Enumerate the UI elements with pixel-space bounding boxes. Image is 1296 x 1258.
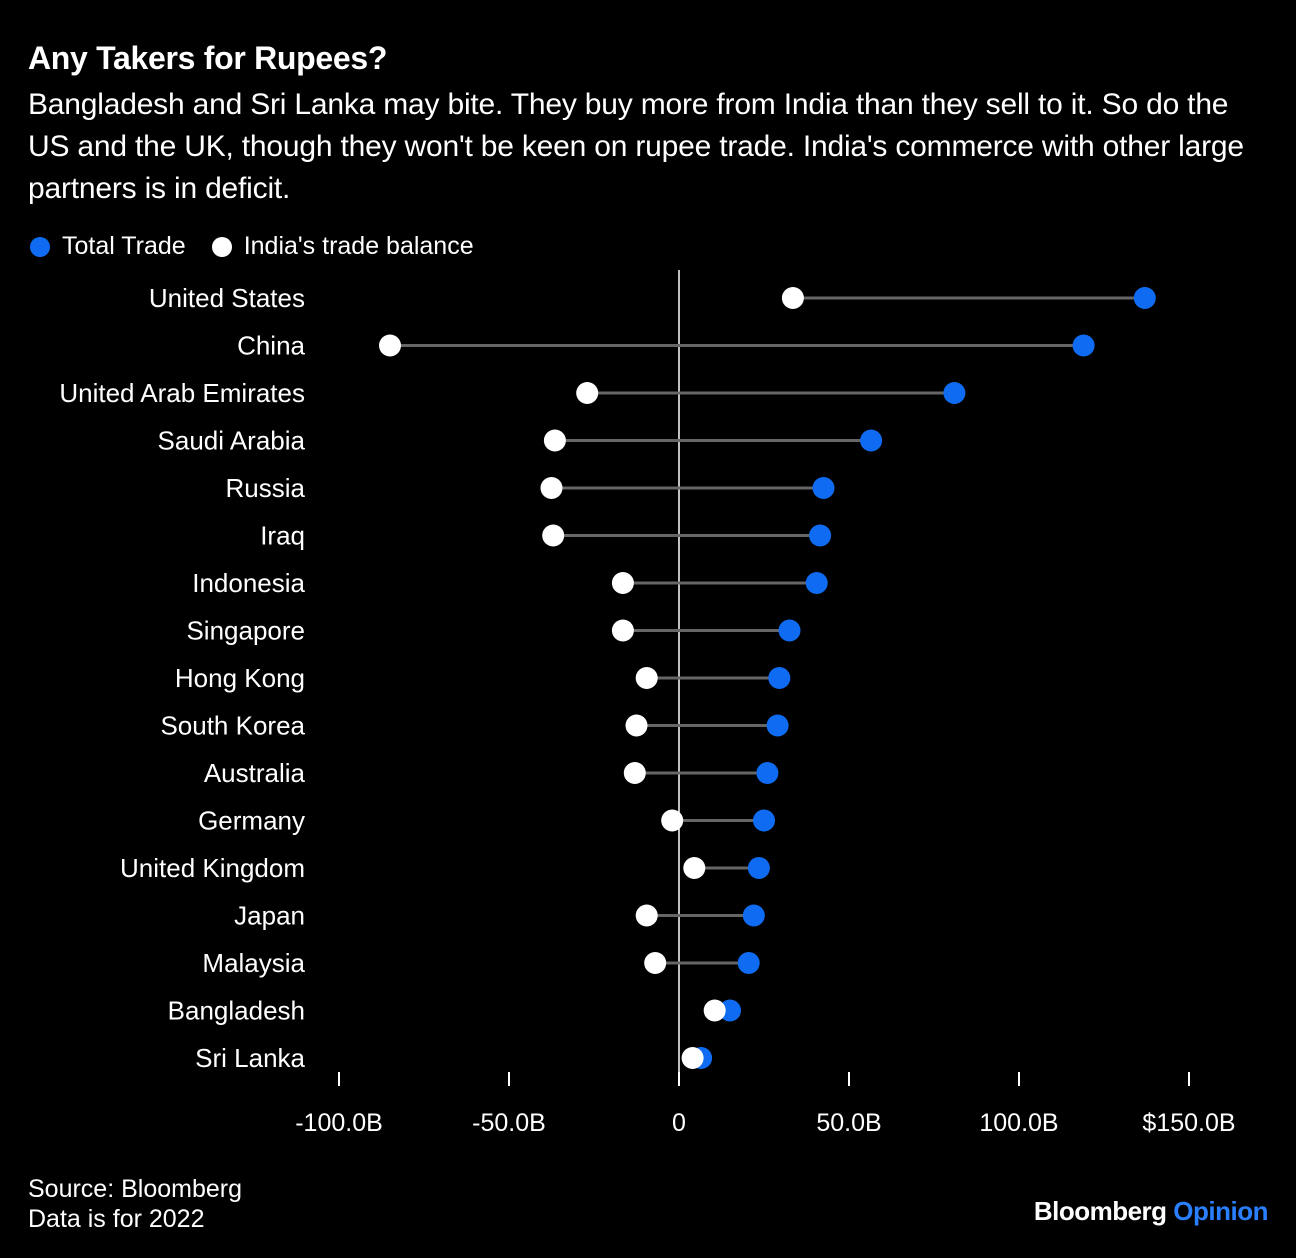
total-trade-point-australia	[756, 762, 779, 784]
legend: Total Trade India's trade balance	[30, 232, 500, 261]
category-label-australia: Australia	[204, 758, 306, 788]
total-trade-point-united-kingdom	[747, 857, 770, 879]
total-trade-point-iraq	[809, 524, 832, 547]
total-trade-point-saudi-arabia	[860, 429, 883, 452]
trade-balance-point-united-states	[781, 287, 804, 309]
x-tick-label-2: 0	[672, 1109, 686, 1137]
legend-item-total-trade: Total Trade	[30, 232, 186, 261]
category-label-united-arab-emirates: United Arab Emirates	[59, 378, 305, 408]
category-label-iraq: Iraq	[260, 521, 305, 551]
category-label-united-states: United States	[149, 283, 305, 313]
source-text: Source: Bloomberg	[28, 1175, 243, 1203]
x-tick-label-3: 50.0B	[816, 1109, 881, 1137]
trade-balance-point-south-korea	[625, 714, 648, 737]
trade-balance-point-malaysia	[644, 952, 667, 974]
x-tick-label-0: -100.0B	[295, 1109, 383, 1137]
trade-balance-point-russia	[540, 477, 563, 499]
trade-balance-point-bangladesh	[703, 999, 726, 1022]
category-label-malaysia: Malaysia	[202, 948, 305, 978]
source-note: Source: Bloomberg Data is for 2022	[28, 1174, 242, 1234]
trade-balance-point-indonesia	[611, 572, 634, 594]
x-tick-label-1: -50.0B	[472, 1109, 546, 1137]
x-tick-label-4: 100.0B	[979, 1109, 1058, 1137]
category-label-germany: Germany	[198, 806, 305, 836]
chart-subtitle: Bangladesh and Sri Lanka may bite. They …	[28, 88, 1244, 205]
category-label-japan: Japan	[234, 901, 305, 931]
brand-logo: Bloomberg Opinion	[1033, 1196, 1269, 1227]
dot-plot-chart: -100.0B -50.0B 0 50.0B 100.0B $150.0B United S…	[59, 270, 1236, 1137]
brand-main: Bloomberg	[1033, 1196, 1167, 1226]
total-trade-point-russia	[812, 477, 835, 499]
trade-balance-point-iraq	[542, 524, 565, 547]
total-trade-point-bangladesh	[719, 999, 741, 1022]
category-label-russia: Russia	[226, 473, 306, 503]
category-label-bangladesh: Bangladesh	[168, 996, 305, 1026]
category-label-china: China	[237, 331, 305, 361]
total-trade-point-south-korea	[766, 714, 789, 737]
data-year-note: Data is for 2022	[28, 1205, 205, 1233]
total-trade-point-germany	[753, 809, 775, 832]
total-trade-point-united-states	[1133, 287, 1156, 309]
trade-balance-point-hong-kong	[635, 667, 658, 689]
legend-label-trade-balance: India's trade balance	[243, 232, 474, 260]
trade-balance-point-singapore	[611, 619, 634, 642]
category-label-hong-kong: Hong Kong	[175, 663, 305, 693]
chart-title: Any Takers for Rupees?	[28, 40, 388, 76]
legend-swatch-total-trade	[30, 236, 50, 257]
x-tick-label-5: $150.0B	[1142, 1109, 1235, 1137]
legend-label-total-trade: Total Trade	[62, 232, 186, 260]
category-label-singapore: Singapore	[186, 616, 305, 646]
category-label-sri-lanka: Sri Lanka	[195, 1043, 305, 1073]
category-label-south-korea: South Korea	[160, 711, 305, 741]
trade-balance-point-japan	[635, 904, 658, 927]
total-trade-point-malaysia	[737, 952, 760, 974]
legend-item-trade-balance: India's trade balance	[211, 232, 474, 261]
category-label-indonesia: Indonesia	[192, 568, 305, 598]
total-trade-point-united-arab-emirates	[943, 382, 966, 404]
total-trade-point-china	[1072, 334, 1095, 357]
category-label-united-kingdom: United Kingdom	[120, 853, 305, 883]
trade-balance-point-saudi-arabia	[543, 429, 566, 452]
legend-swatch-trade-balance	[211, 236, 232, 257]
total-trade-point-indonesia	[805, 572, 828, 594]
total-trade-point-singapore	[778, 619, 801, 642]
brand-accent: Opinion	[1173, 1196, 1268, 1226]
total-trade-point-hong-kong	[768, 667, 791, 689]
trade-balance-point-germany	[661, 809, 684, 832]
category-label-saudi-arabia: Saudi Arabia	[158, 426, 306, 456]
trade-balance-point-sri-lanka	[681, 1047, 704, 1069]
trade-balance-point-united-arab-emirates	[576, 382, 599, 404]
trade-balance-point-united-kingdom	[683, 857, 706, 879]
trade-balance-point-australia	[623, 762, 646, 784]
trade-balance-point-china	[379, 334, 401, 357]
total-trade-point-japan	[742, 904, 765, 927]
